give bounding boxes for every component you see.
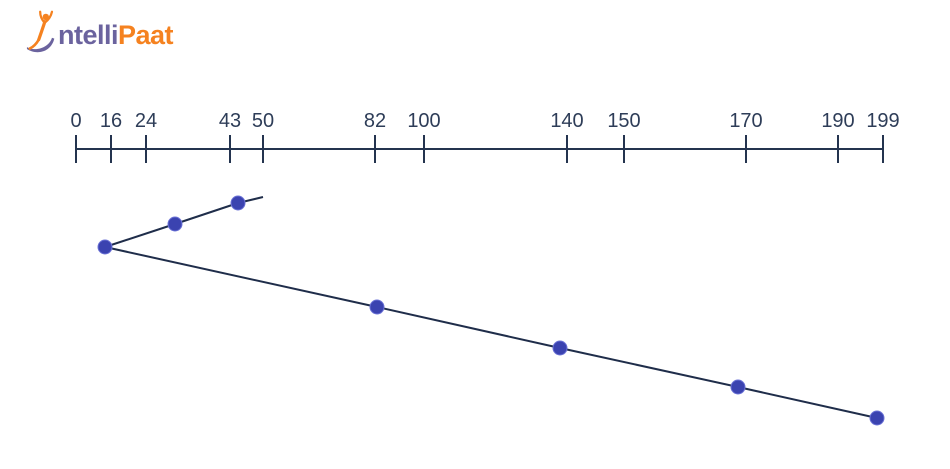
logo-text-intelli: ntelli xyxy=(58,20,119,50)
tick-label-82: 82 xyxy=(364,110,386,132)
tick-label-0: 0 xyxy=(70,110,81,132)
seek-point-140 xyxy=(552,340,568,356)
logo-person-icon xyxy=(26,10,55,53)
logo-text: ntelliPaat xyxy=(58,20,174,56)
logo-person-arm-left xyxy=(39,10,46,24)
seek-point-43 xyxy=(230,195,246,211)
logo-person-head xyxy=(42,13,50,21)
tick-label-43: 43 xyxy=(219,110,241,132)
tick-label-150: 150 xyxy=(607,110,640,132)
logo-swoosh-shape xyxy=(26,37,55,53)
seek-point-190 xyxy=(869,410,885,426)
logo-person-arm-right xyxy=(43,10,54,24)
intellipaat-logo: ntelliPaat xyxy=(26,8,174,56)
logo-text-paat: Paat xyxy=(118,20,174,50)
seek-path xyxy=(104,196,878,419)
tick-label-199: 199 xyxy=(866,110,899,132)
seek-point-82 xyxy=(369,299,385,315)
tick-label-24: 24 xyxy=(135,110,157,132)
seek-point-170 xyxy=(730,379,746,395)
tick-label-100: 100 xyxy=(407,110,440,132)
tick-label-140: 140 xyxy=(550,110,583,132)
seek-point-24 xyxy=(167,216,183,232)
tick-label-170: 170 xyxy=(729,110,762,132)
tick-label-16: 16 xyxy=(100,110,122,132)
tick-label-50: 50 xyxy=(252,110,274,132)
tick-label-190: 190 xyxy=(821,110,854,132)
logo-person-leg xyxy=(28,38,41,50)
seek-point-16 xyxy=(97,239,113,255)
